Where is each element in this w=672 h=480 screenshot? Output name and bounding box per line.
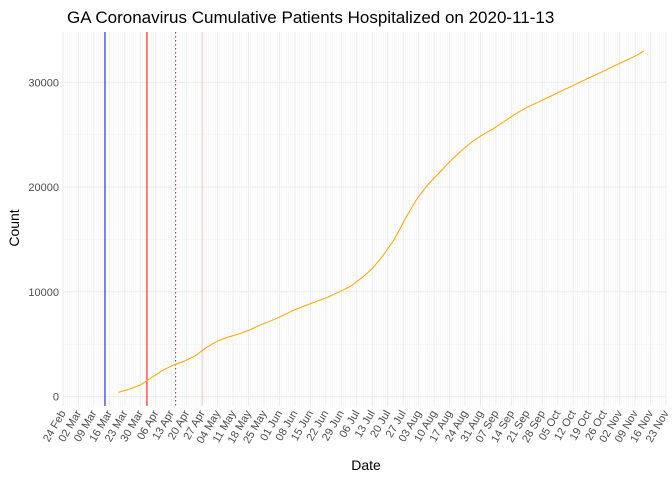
grid: [62, 32, 667, 406]
y-tick-label: 30000: [28, 77, 59, 89]
y-tick-label: 10000: [28, 287, 59, 299]
chart-title: GA Coronavirus Cumulative Patients Hospi…: [67, 8, 554, 27]
reference-lines: [104, 32, 203, 406]
y-tick-label: 0: [53, 392, 59, 404]
y-axis-ticks: 0 10000 20000 30000: [28, 77, 59, 403]
series-line: [118, 50, 645, 393]
y-axis-title: Count: [6, 209, 22, 246]
x-axis-title: Date: [351, 457, 381, 473]
series-layer: [118, 50, 645, 393]
y-tick-label: 20000: [28, 182, 59, 194]
